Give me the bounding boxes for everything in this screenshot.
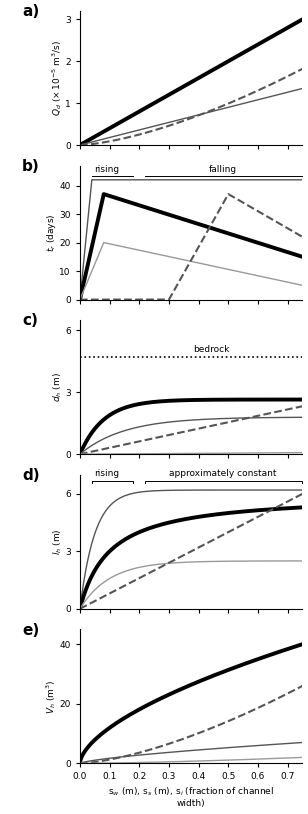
- X-axis label: s$_w$ (m), s$_s$ (m), s$_i$ (fraction of channel
width): s$_w$ (m), s$_s$ (m), s$_i$ (fraction of…: [108, 786, 274, 808]
- Y-axis label: $t_r$ (days): $t_r$ (days): [45, 213, 58, 252]
- Text: rising: rising: [94, 469, 119, 478]
- Text: e): e): [22, 623, 39, 637]
- Text: a): a): [22, 4, 39, 20]
- Y-axis label: $d_h$ (m): $d_h$ (m): [51, 372, 64, 402]
- Text: bedrock: bedrock: [193, 345, 229, 354]
- Y-axis label: $Q_d$ ($\times\,10^{-5}$ m$^3$/s): $Q_d$ ($\times\,10^{-5}$ m$^3$/s): [50, 40, 64, 116]
- Y-axis label: $V_h$ (m$^3$): $V_h$ (m$^3$): [44, 679, 58, 714]
- Text: falling: falling: [208, 164, 237, 173]
- Text: b): b): [22, 159, 40, 174]
- Text: rising: rising: [94, 164, 119, 173]
- Text: d): d): [22, 468, 40, 483]
- Text: approximately constant: approximately constant: [168, 469, 276, 478]
- Text: c): c): [22, 313, 38, 328]
- Y-axis label: $l_h$ (m): $l_h$ (m): [51, 528, 64, 555]
